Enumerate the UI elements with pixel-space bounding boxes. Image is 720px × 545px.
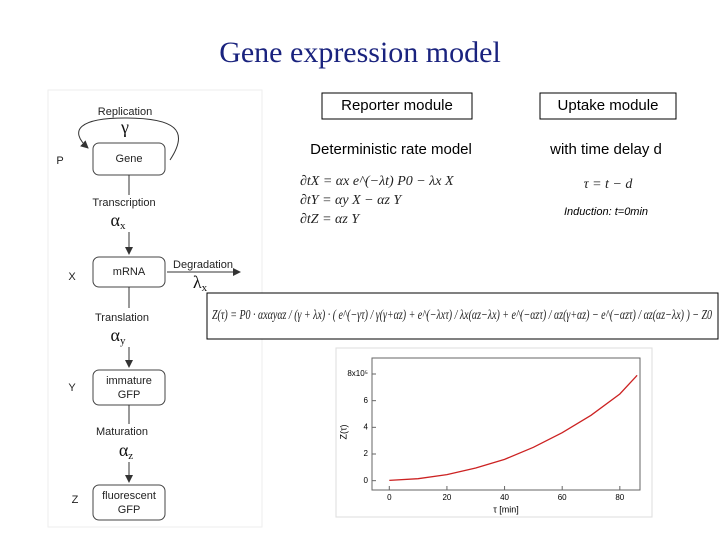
equation: ∂tX = αx e^(−λt) P0 − λx X	[300, 174, 454, 189]
label: X	[68, 271, 76, 283]
label: P	[56, 155, 63, 167]
y-tick-label: 8x10⁵	[347, 369, 368, 378]
node-label: Gene	[116, 153, 143, 165]
x-tick-label: 0	[387, 493, 392, 502]
module-box	[539, 92, 677, 120]
x-tick-label: 80	[615, 493, 624, 502]
node	[92, 484, 166, 521]
y-axis-label: Z(τ)	[338, 424, 348, 439]
y-tick-label: 2	[364, 449, 369, 458]
equation: ∂tY = αy X − αz Y	[300, 193, 403, 208]
label: Z	[72, 494, 79, 506]
symbol: αx	[111, 210, 126, 231]
node-label: fluorescent	[102, 490, 156, 502]
label: Maturation	[96, 426, 148, 438]
node-label: GFP	[118, 389, 141, 401]
arrow	[78, 117, 180, 161]
subheading: Deterministic rate model	[310, 141, 472, 158]
module-label: Reporter module	[341, 97, 453, 114]
solution: Z(τ) = P0 · αxαyαz / (γ + λx) · ( e^(−γτ…	[212, 308, 712, 323]
x-tick-label: 60	[558, 493, 567, 502]
y-tick-label: 0	[364, 476, 369, 485]
symbol: γ	[120, 117, 129, 137]
slide-title: Gene expression model	[219, 36, 501, 69]
label: Degradation	[173, 259, 233, 271]
equation: ∂tZ = αz Y	[300, 212, 361, 227]
formula-box	[206, 292, 719, 340]
x-tick-label: 20	[442, 493, 451, 502]
label: Transcription	[92, 197, 155, 209]
x-tick-label: 40	[500, 493, 509, 502]
symbol: λx	[193, 272, 208, 293]
note: Induction: t=0min	[564, 206, 648, 218]
series-line	[389, 374, 638, 482]
symbol: αy	[111, 325, 126, 346]
equation: τ = t − d	[584, 177, 634, 192]
y-tick-label: 6	[364, 396, 369, 405]
chart: τ [min] Z(τ) 0 20 40 60 80 0 2 4 6 8x10⁵	[335, 347, 653, 518]
module-label: Uptake module	[558, 97, 659, 114]
node-label: GFP	[118, 504, 141, 516]
x-axis-label: τ [min]	[493, 504, 519, 514]
y-tick-label: 4	[364, 422, 369, 431]
node-label: immature	[106, 375, 152, 387]
plot-frame	[371, 357, 641, 491]
chart-panel	[335, 347, 653, 518]
label: Replication	[98, 106, 152, 118]
label: Y	[68, 382, 76, 394]
subheading: with time delay d	[549, 141, 662, 158]
symbol: αz	[119, 440, 133, 461]
label: Translation	[95, 312, 149, 324]
node-label: mRNA	[113, 266, 146, 278]
module-box	[321, 92, 473, 120]
